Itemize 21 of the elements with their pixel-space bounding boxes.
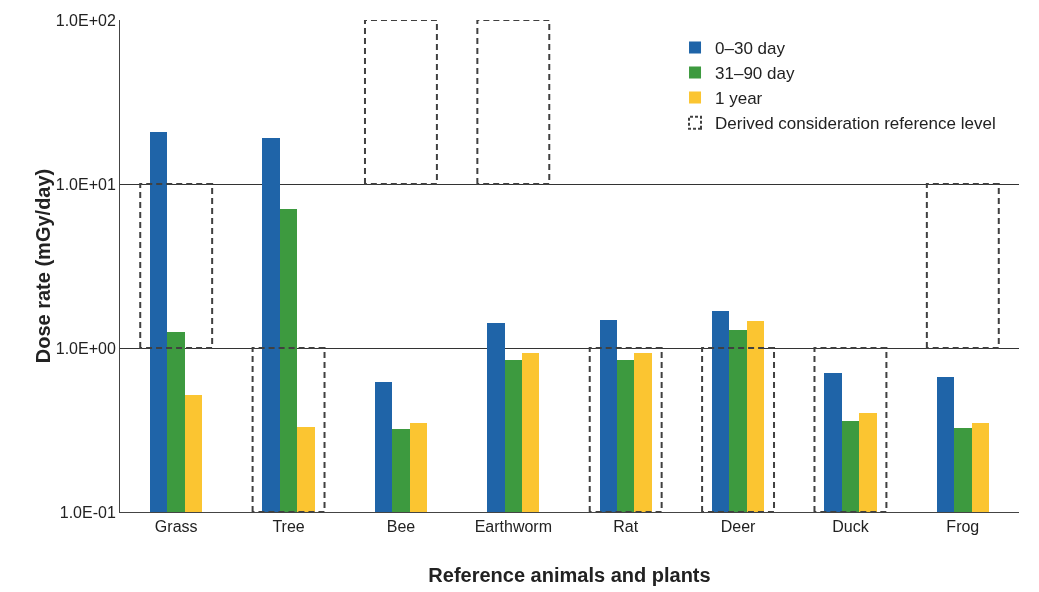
bar xyxy=(925,183,1000,349)
bar xyxy=(476,20,551,185)
bar xyxy=(363,20,438,185)
y-tick-label: 1.0E+02 xyxy=(55,11,116,29)
legend-label: 0–30 day xyxy=(715,39,786,59)
x-tick-label: Tree xyxy=(272,518,305,536)
x-tick-label: Grass xyxy=(154,518,198,536)
y-tick-label: 1.0E+00 xyxy=(55,339,116,357)
y-tick-label: 1.0E-01 xyxy=(59,503,116,521)
x-tick-label: Earthworm xyxy=(474,518,552,536)
x-axis-title: Reference animals and plants xyxy=(428,564,711,586)
x-tick-label: Deer xyxy=(720,518,757,536)
x-tick-label: Frog xyxy=(946,518,980,536)
x-tick-label: Duck xyxy=(832,518,870,536)
legend-label: 1 year xyxy=(715,89,763,109)
legend-label: 31–90 day xyxy=(715,64,795,84)
x-tick-label: Rat xyxy=(613,518,639,536)
legend-label: Derived consideration reference level xyxy=(715,114,996,134)
y-axis-title: Dose rate (mGy/day) xyxy=(31,168,54,364)
y-tick-label: 1.0E+01 xyxy=(55,175,116,193)
x-tick-label: Bee xyxy=(386,518,416,536)
